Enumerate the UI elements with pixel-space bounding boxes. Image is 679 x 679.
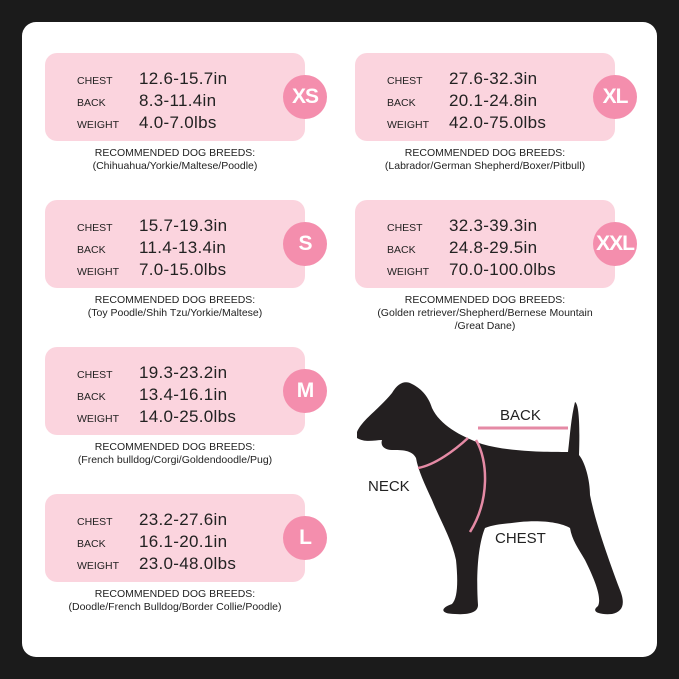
back-row: BACK 11.4-13.4in xyxy=(77,238,226,258)
back-value: 8.3-11.4in xyxy=(139,91,217,110)
dog-silhouette xyxy=(357,382,623,615)
back-value: 11.4-13.4in xyxy=(139,238,227,257)
breed-list: (Doodle/French Bulldog/Border Collie/Poo… xyxy=(68,601,282,613)
weight-value: 70.0-100.0lbs xyxy=(449,260,556,279)
weight-label: WEIGHT xyxy=(77,413,119,425)
size-badge: XXL xyxy=(593,222,637,266)
chest-value: 15.7-19.3in xyxy=(139,216,228,235)
weight-value: 14.0-25.0lbs xyxy=(139,407,237,426)
weight-row: WEIGHT 14.0-25.0lbs xyxy=(77,407,236,427)
recommended-breeds: RECOMMENDED DOG BREEDS: (Golden retriever… xyxy=(335,294,635,333)
back-label: BACK xyxy=(77,244,106,256)
size-badge: S xyxy=(283,222,327,266)
chest-row: CHEST 12.6-15.7in xyxy=(77,69,227,89)
weight-label: WEIGHT xyxy=(77,119,119,131)
weight-value: 42.0-75.0lbs xyxy=(449,113,547,132)
back-label: BACK xyxy=(387,244,416,256)
chest-row: CHEST 32.3-39.3in xyxy=(387,216,537,236)
recommended-heading: RECOMMENDED DOG BREEDS: xyxy=(94,147,256,159)
chest-row: CHEST 19.3-23.2in xyxy=(77,363,227,383)
recommended-heading: RECOMMENDED DOG BREEDS: xyxy=(94,588,256,600)
back-label: BACK xyxy=(387,97,416,109)
size-card: CHEST 12.6-15.7in BACK 8.3-11.4in WEIGHT 4.0-… xyxy=(45,53,305,141)
chest-label: CHEST xyxy=(387,222,423,234)
back-row: BACK 20.1-24.8in xyxy=(387,91,537,111)
chest-row: CHEST 23.2-27.6in xyxy=(77,510,227,530)
weight-row: WEIGHT 70.0-100.0lbs xyxy=(387,260,556,280)
size-card: CHEST 32.3-39.3in BACK 24.8-29.5in WEIGHT 70.… xyxy=(355,200,615,288)
chest-value: 12.6-15.7in xyxy=(139,69,228,88)
back-row: BACK 13.4-16.1in xyxy=(77,385,227,405)
back-label: BACK xyxy=(77,391,106,403)
back-label: BACK xyxy=(77,538,106,550)
chest-row: CHEST 15.7-19.3in xyxy=(77,216,227,236)
recommended-heading: RECOMMENDED DOG BREEDS: xyxy=(94,441,256,453)
weight-label: WEIGHT xyxy=(387,119,429,131)
breed-list: (French bulldog/Corgi/Goldendoodle/Pug) xyxy=(77,454,273,466)
back-row: BACK 24.8-29.5in xyxy=(387,238,537,258)
weight-label: WEIGHT xyxy=(387,266,429,278)
recommended-breeds: RECOMMENDED DOG BREEDS: (Toy Poodle/Shih … xyxy=(25,294,325,320)
breed-list: (Chihuahua/Yorkie/Maltese/Poodle) xyxy=(92,160,258,172)
size-badge: XS xyxy=(283,75,327,119)
weight-row: WEIGHT 4.0-7.0lbs xyxy=(77,113,217,133)
recommended-heading: RECOMMENDED DOG BREEDS: xyxy=(94,294,256,306)
chest-label: CHEST xyxy=(77,369,113,381)
breed-list: (Labrador/German Shepherd/Boxer/Pitbull) xyxy=(384,160,586,172)
weight-row: WEIGHT 7.0-15.0lbs xyxy=(77,260,226,280)
size-badge: L xyxy=(283,516,327,560)
recommended-breeds: RECOMMENDED DOG BREEDS: (Doodle/French Bu… xyxy=(25,588,325,614)
recommended-breeds: RECOMMENDED DOG BREEDS: (French bulldog/C… xyxy=(25,441,325,467)
chest-label: CHEST xyxy=(77,75,113,87)
recommended-heading: RECOMMENDED DOG BREEDS: xyxy=(404,294,566,306)
size-badge: M xyxy=(283,369,327,413)
back-label: BACK xyxy=(500,407,541,424)
back-value: 20.1-24.8in xyxy=(449,91,538,110)
weight-row: WEIGHT 23.0-48.0lbs xyxy=(77,554,236,574)
chest-row: CHEST 27.6-32.3in xyxy=(387,69,537,89)
chest-value: 27.6-32.3in xyxy=(449,69,538,88)
chest-label: CHEST xyxy=(77,516,113,528)
chest-value: 23.2-27.6in xyxy=(139,510,228,529)
back-value: 16.1-20.1in xyxy=(139,532,228,551)
size-card: CHEST 23.2-27.6in BACK 16.1-20.1in WEIGHT 23.… xyxy=(45,494,305,582)
chest-label: CHEST xyxy=(77,222,113,234)
back-label: BACK xyxy=(77,97,106,109)
size-card: CHEST 27.6-32.3in BACK 20.1-24.8in WEIGHT 42.… xyxy=(355,53,615,141)
weight-value: 23.0-48.0lbs xyxy=(139,554,237,573)
chest-value: 19.3-23.2in xyxy=(139,363,228,382)
neck-measure-ring xyxy=(417,437,469,470)
recommended-breeds: RECOMMENDED DOG BREEDS: (Chihuahua/Yorkie… xyxy=(25,147,325,173)
weight-label: WEIGHT xyxy=(77,560,119,572)
back-value: 13.4-16.1in xyxy=(139,385,228,404)
size-badge: XL xyxy=(593,75,637,119)
breed-list: (Toy Poodle/Shih Tzu/Yorkie/Maltese) xyxy=(87,307,263,319)
back-row: BACK 16.1-20.1in xyxy=(77,532,227,552)
size-card: CHEST 19.3-23.2in BACK 13.4-16.1in WEIGHT 14.… xyxy=(45,347,305,435)
weight-label: WEIGHT xyxy=(77,266,119,278)
weight-value: 4.0-7.0lbs xyxy=(139,113,217,132)
chest-label: CHEST xyxy=(387,75,423,87)
neck-label: NECK xyxy=(368,478,410,495)
back-value: 24.8-29.5in xyxy=(449,238,538,257)
chest-value: 32.3-39.3in xyxy=(449,216,538,235)
chest-measure-ring xyxy=(468,439,487,533)
recommended-heading: RECOMMENDED DOG BREEDS: xyxy=(404,147,566,159)
chest-label: CHEST xyxy=(495,530,546,547)
breed-list: (Golden retriever/Shepherd/Bernese Mount… xyxy=(377,307,593,319)
back-row: BACK 8.3-11.4in xyxy=(77,91,216,111)
weight-row: WEIGHT 42.0-75.0lbs xyxy=(387,113,546,133)
size-card: CHEST 15.7-19.3in BACK 11.4-13.4in WEIGHT 7.0… xyxy=(45,200,305,288)
weight-value: 7.0-15.0lbs xyxy=(139,260,227,279)
breed-list: /Great Dane) xyxy=(454,320,516,332)
recommended-breeds: RECOMMENDED DOG BREEDS: (Labrador/German … xyxy=(335,147,635,173)
